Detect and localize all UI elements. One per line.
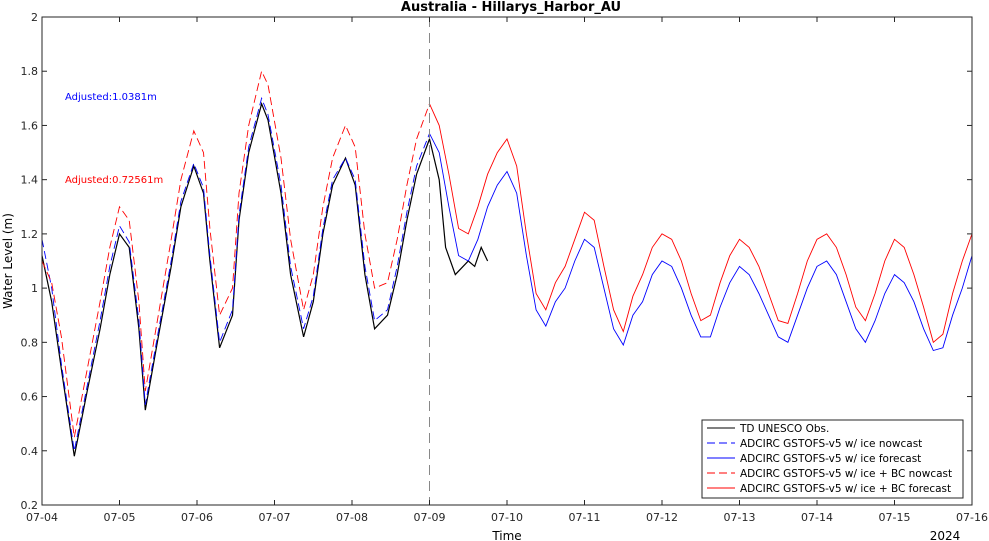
legend-entry: TD UNESCO Obs. — [739, 423, 829, 435]
y-axis-label: Water Level (m) — [1, 213, 15, 309]
x-tick-label: 07-09 — [414, 511, 446, 524]
y-tick-label: 1.6 — [21, 119, 39, 132]
y-tick-label: 1.2 — [21, 228, 39, 241]
series-line-1 — [41, 96, 430, 451]
x-tick-label: 07-12 — [646, 511, 678, 524]
x-tick-label: 07-05 — [104, 511, 136, 524]
x-tick-label: 07-14 — [801, 511, 833, 524]
y-tick-label: 0.2 — [21, 499, 39, 512]
series-line-3 — [41, 69, 430, 438]
x-tick-label: 07-10 — [491, 511, 523, 524]
y-tick-label: 0.6 — [21, 391, 39, 404]
x-tick-label: 07-06 — [181, 511, 213, 524]
legend-box — [701, 419, 964, 499]
y-tick-label: 0.8 — [21, 336, 39, 349]
y-tick-label: 0.4 — [21, 445, 39, 458]
legend-entry: ADCIRC GSTOFS-v5 w/ ice + BC nowcast — [740, 468, 952, 480]
series-line-0 — [41, 101, 489, 457]
x-tick-label: 07-15 — [879, 511, 911, 524]
series-line-2 — [429, 133, 973, 352]
series-line-4 — [429, 103, 973, 344]
axes: 07-04 07-05 07-06 07-07 07-08 07-09 07-10 07-11… — [21, 11, 988, 524]
x-tick-label: 07-16 — [956, 511, 988, 524]
legend-entry: ADCIRC GSTOFS-v5 w/ ice forecast — [740, 453, 921, 465]
annotations: Adjusted:1.0381m Adjusted:0.72561m — [65, 92, 163, 186]
x-tick-label: 07-11 — [569, 511, 601, 524]
legend: TD UNESCO Obs. ADCIRC GSTOFS-v5 w/ ice no… — [701, 419, 964, 499]
legend-entry: ADCIRC GSTOFS-v5 w/ ice nowcast — [740, 438, 922, 450]
y-tick-label: 1.4 — [21, 174, 39, 187]
annotation-red: Adjusted:0.72561m — [65, 175, 163, 186]
chart-title: Australia - Hillarys_Harbor_AU — [401, 0, 621, 15]
y-tick-label: 2 — [31, 11, 38, 24]
y-tick-label: 1.8 — [21, 65, 39, 78]
x-tick-label: 07-07 — [259, 511, 291, 524]
x-tick-label: 07-13 — [724, 511, 756, 524]
x-tick-label: 07-08 — [336, 511, 368, 524]
x-axis-label: Time — [491, 529, 521, 541]
y-tick-label: 1 — [31, 282, 38, 295]
x-tick-label: 07-04 — [26, 511, 58, 524]
legend-entry: ADCIRC GSTOFS-v5 w/ ice + BC forecast — [740, 483, 951, 495]
annotation-blue: Adjusted:1.0381m — [65, 92, 157, 103]
data-traces — [41, 69, 973, 457]
year-label: 2024 — [930, 529, 961, 541]
